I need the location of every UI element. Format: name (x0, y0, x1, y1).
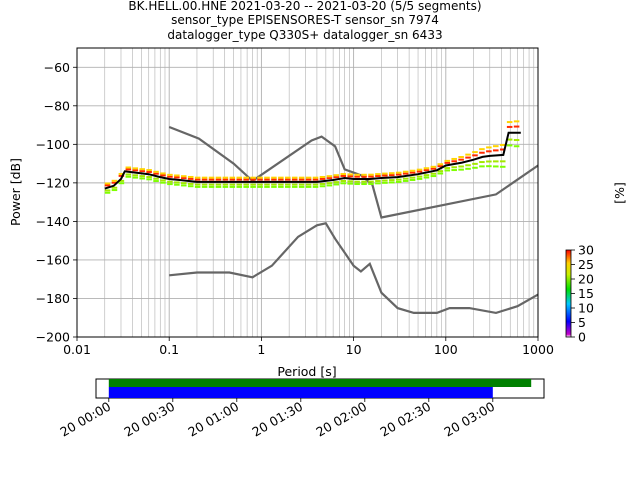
mean-psd-line (104, 131, 521, 190)
y-tick-label: −120 (36, 175, 70, 190)
colorbar-tick-label: 15 (578, 286, 594, 301)
coverage-tick-label: 20 02:00 (313, 399, 369, 440)
plot-frame (76, 47, 539, 338)
colorbar-tick-label: 0 (578, 330, 586, 345)
coverage-tick-label: 20 03:00 (441, 399, 497, 440)
x-axis-ticks: 0.01 0.1 1 10 100 1000 (63, 337, 554, 357)
y-tick-label: −60 (44, 60, 70, 75)
colorbar (565, 249, 572, 338)
title-line-2: sensor_type EPISENSORES-T sensor_sn 7974 (171, 13, 439, 27)
x-tick-label: 1000 (522, 342, 554, 357)
x-tick-label: 10 (346, 342, 362, 357)
y-tick-label: −200 (36, 330, 70, 345)
y-axis-ticks: −60 −80 −100 −120 −140 −160 −180 −200 (36, 60, 77, 345)
colorbar-tick-label: 5 (578, 315, 586, 330)
noise-models (168, 125, 539, 315)
colorbar-tick-label: 25 (578, 257, 594, 272)
colorbar-tick-label: 20 (578, 272, 594, 287)
y-axis-label: Power [dB] (8, 158, 23, 226)
y-tick-label: −140 (36, 214, 70, 229)
colorbar-tick-label: 30 (578, 243, 594, 258)
coverage-tick-label: 20 02:30 (377, 399, 433, 440)
x-tick-label: 1 (257, 342, 265, 357)
y-tick-label: −100 (36, 137, 70, 152)
coverage-tick-label: 20 01:30 (249, 399, 305, 440)
coverage-blue-bar (108, 387, 493, 398)
coverage-tick-label: 20 01:00 (185, 399, 241, 440)
y-tick-label: −160 (36, 252, 70, 267)
title-line-1: BK.HELL.00.HNE 2021-03-20 -- 2021-03-20 … (128, 0, 481, 13)
y-tick-label: −180 (36, 291, 70, 306)
psd-histogram (104, 120, 520, 194)
mean-psd (104, 131, 521, 190)
y-tick-label: −80 (44, 98, 70, 113)
high-noise-model-line (168, 125, 539, 219)
x-tick-label: 0.01 (63, 342, 91, 357)
coverage-green-bar (108, 379, 532, 387)
coverage-tick-label: 20 00:30 (121, 399, 177, 440)
x-axis-label: Period [s] (277, 364, 336, 379)
x-tick-label: 100 (434, 342, 458, 357)
coverage-tick-label: 20 00:00 (57, 399, 113, 440)
colorbar-tick-label: 10 (578, 301, 594, 316)
x-tick-label: 0.1 (159, 342, 179, 357)
grid-lines (76, 48, 538, 338)
colorbar-label: [%] (612, 182, 627, 204)
coverage-time-ticks: 20 00:00 20 00:30 20 01:00 20 01:30 20 02:00… (57, 398, 497, 440)
low-noise-model-line (169, 222, 539, 315)
title-line-3: datalogger_type Q330S+ datalogger_sn 643… (167, 28, 442, 42)
